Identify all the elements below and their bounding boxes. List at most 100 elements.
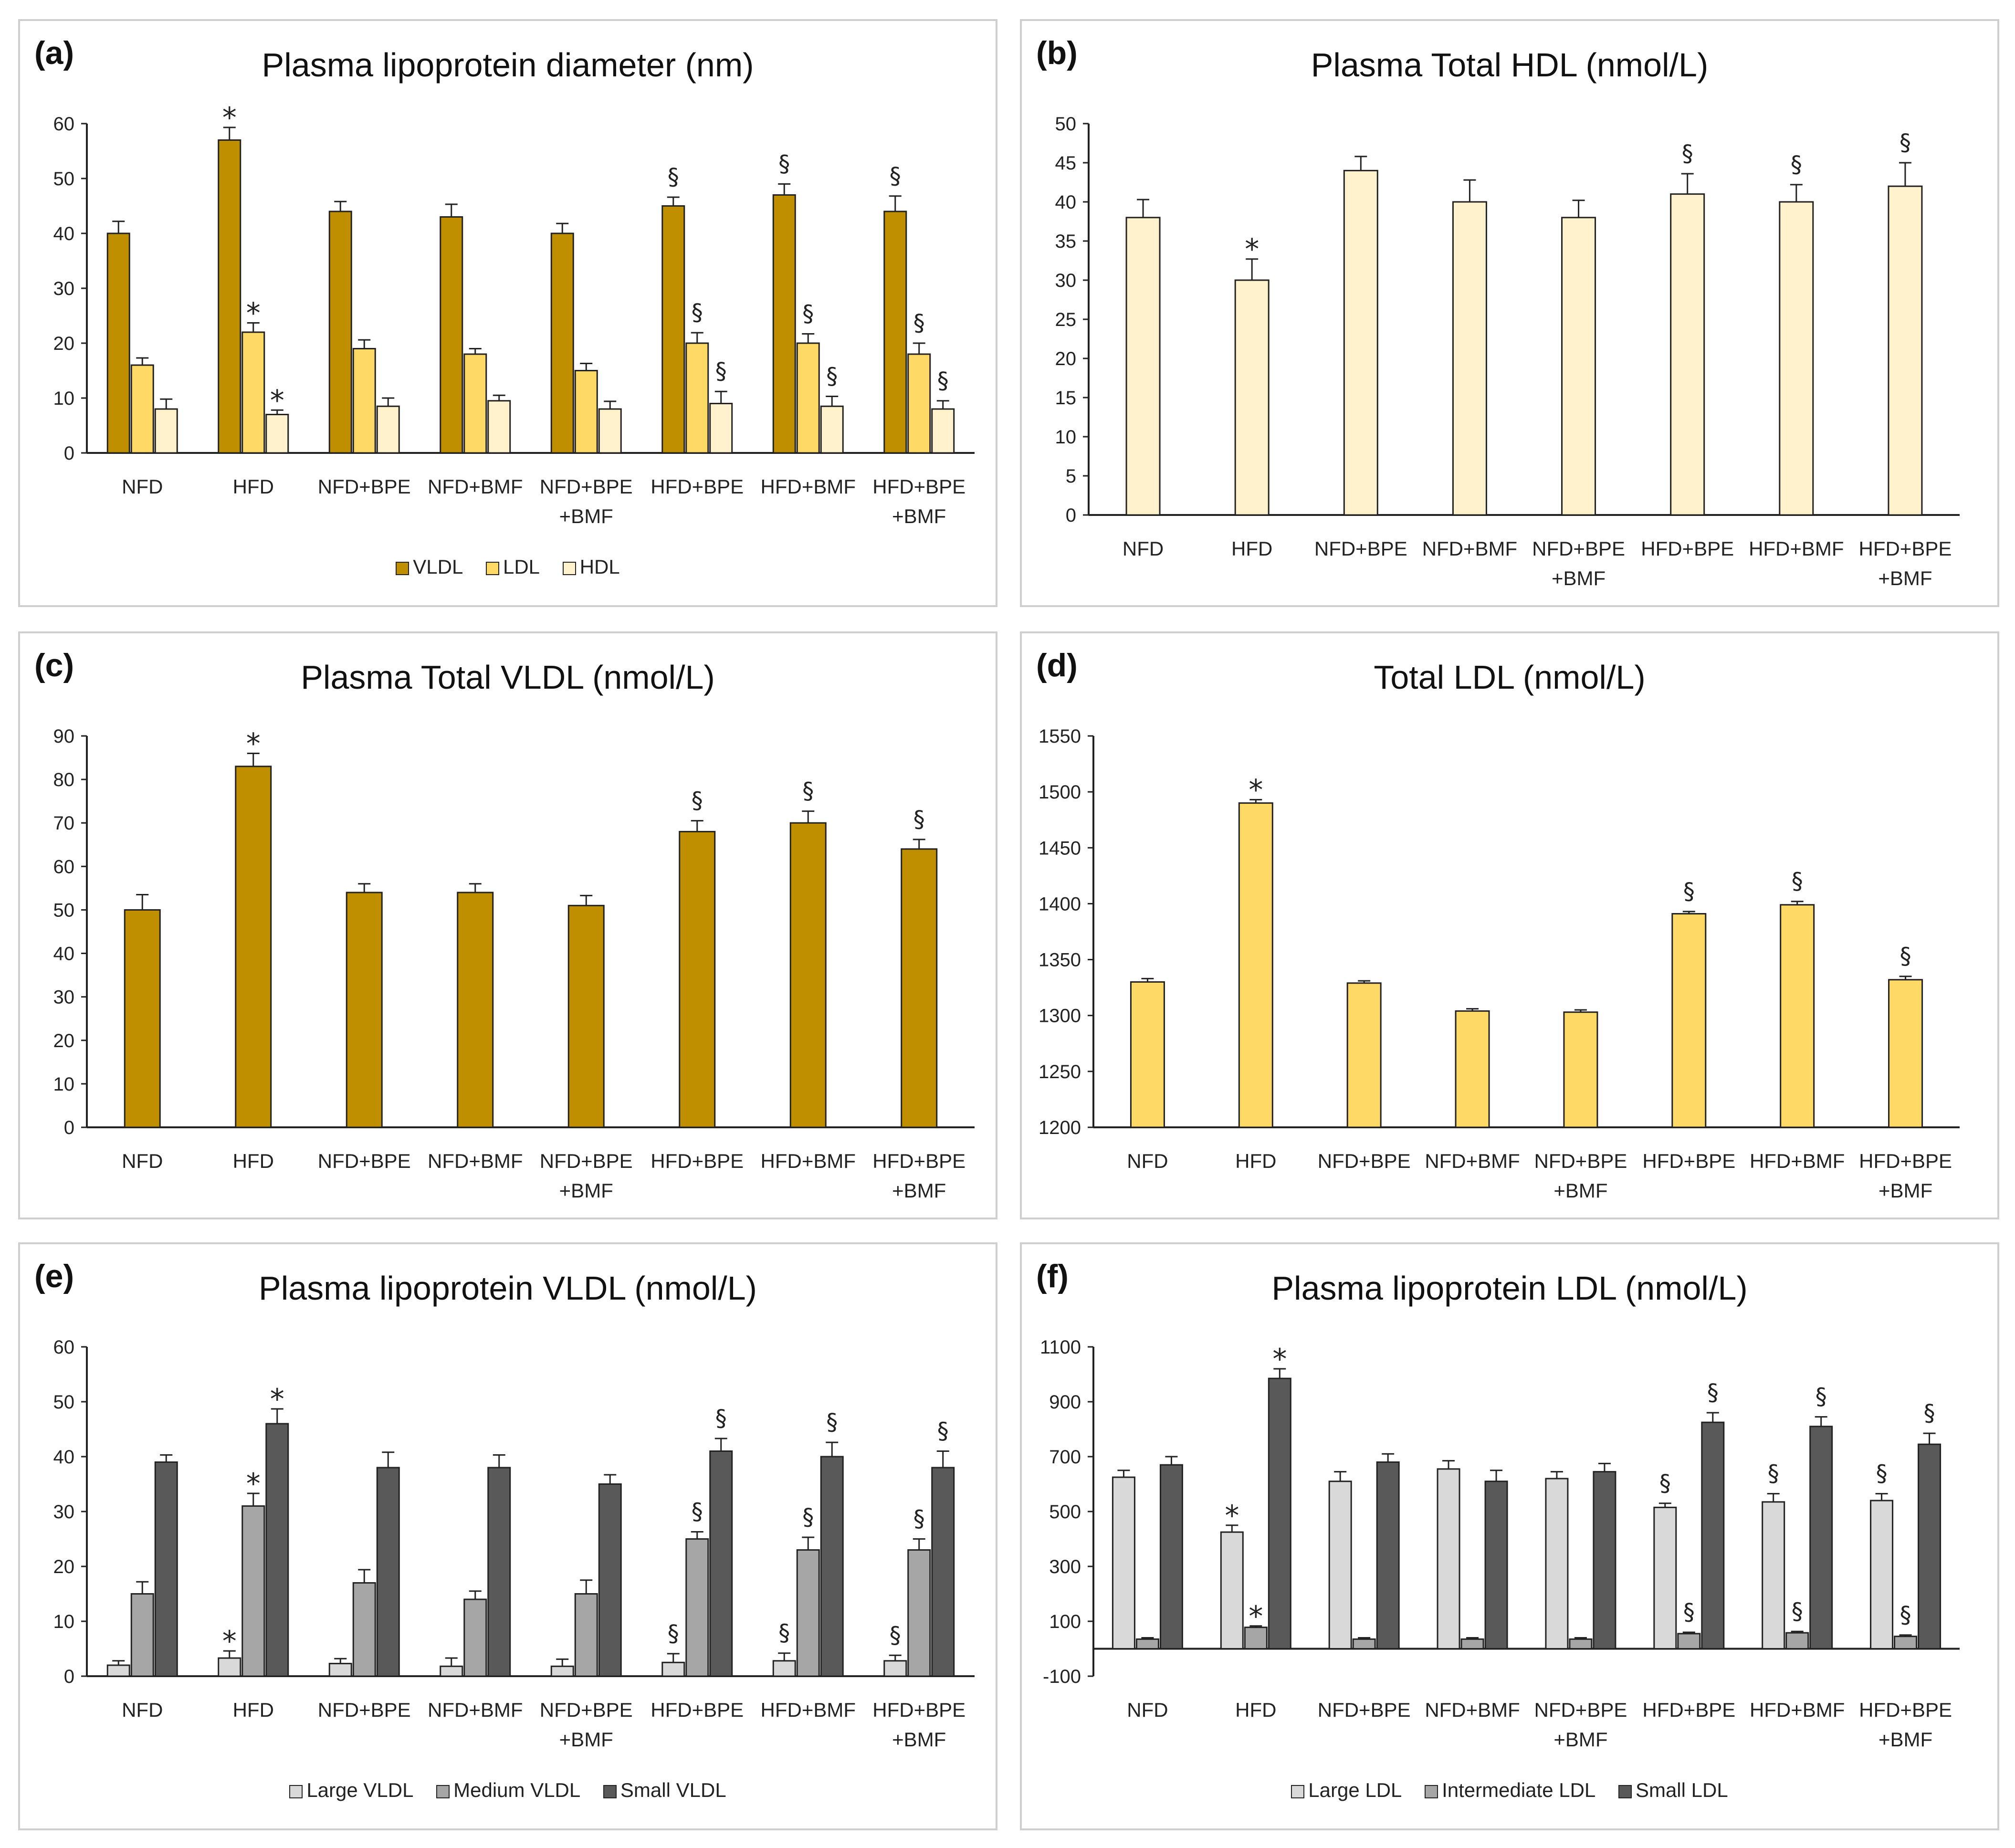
- significance-mark: §: [890, 163, 901, 189]
- bar: [685, 342, 709, 454]
- x-tick-label: HFD+BMF: [1749, 537, 1844, 560]
- significance-mark: *: [270, 1383, 284, 1416]
- bar: [1484, 1480, 1508, 1649]
- significance-mark: §: [1659, 1470, 1671, 1497]
- bar: [1238, 802, 1273, 1128]
- y-tick-label: 1300: [1039, 1006, 1081, 1027]
- x-tick-label: HFD: [233, 475, 274, 498]
- significance-mark: §: [715, 1405, 727, 1432]
- legend-swatch: [289, 1785, 303, 1798]
- bar: [352, 348, 376, 454]
- bar: [328, 210, 352, 454]
- significance-mark: §: [1791, 151, 1802, 178]
- bar: [1125, 217, 1161, 516]
- significance-mark: §: [826, 363, 838, 390]
- bar: [346, 892, 383, 1128]
- y-tick-label: 20: [1055, 348, 1077, 369]
- bar: [883, 1660, 907, 1677]
- bar: [661, 205, 685, 454]
- bar: [574, 1593, 598, 1677]
- x-tick-label: +BMF: [892, 1179, 946, 1202]
- bar: [463, 353, 487, 454]
- bar: [567, 904, 605, 1128]
- significance-mark: §: [1683, 1599, 1695, 1626]
- y-tick-label: 50: [1055, 114, 1077, 135]
- chart-title: Plasma Total VLDL (nmol/L): [301, 659, 715, 696]
- bar: [130, 1593, 154, 1677]
- y-tick-label: 1400: [1039, 893, 1081, 914]
- bar: [328, 1663, 352, 1677]
- x-tick-label: HFD+BMF: [761, 475, 856, 498]
- significance-mark: §: [1768, 1460, 1779, 1487]
- significance-mark: §: [913, 310, 925, 336]
- x-tick-label: +BMF: [1878, 567, 1932, 589]
- panel-c: (c) Plasma Total VLDL (nmol/L) 0 10 20 30 40…: [18, 631, 997, 1219]
- y-tick-label: 1450: [1039, 838, 1081, 859]
- y-tick-label: 40: [53, 223, 75, 244]
- x-tick-label: HFD+BPE: [1858, 537, 1952, 560]
- x-tick-label: +BMF: [1552, 567, 1606, 589]
- x-tick-label: +BMF: [1553, 1728, 1607, 1751]
- x-tick-label: +BMF: [1879, 1179, 1932, 1202]
- y-tick-label: 5: [1066, 466, 1076, 487]
- chart-title: Total LDL (nmol/L): [1374, 659, 1646, 696]
- significance-mark: *: [270, 384, 284, 417]
- significance-mark: §: [1707, 1379, 1719, 1406]
- bar: [574, 370, 598, 454]
- x-tick-label: NFD+BPE: [318, 475, 411, 498]
- bar: [1593, 1471, 1616, 1649]
- chart-title: Plasma lipoprotein diameter (nm): [262, 46, 754, 84]
- significance-mark: *: [1249, 1600, 1263, 1633]
- y-tick-label: 10: [1055, 427, 1077, 448]
- chart-title: Plasma lipoprotein LDL (nmol/L): [1271, 1270, 1748, 1307]
- x-tick-label: HFD: [1231, 537, 1272, 560]
- panel-f: (f) Plasma lipoprotein LDL (nmol/L) -100…: [1020, 1242, 1999, 1830]
- bar: [789, 822, 827, 1128]
- bar: [1352, 1638, 1376, 1649]
- significance-mark: §: [913, 806, 925, 833]
- legend-swatch: [396, 562, 409, 575]
- y-tick-label: 30: [1055, 270, 1077, 291]
- chart-title: Plasma lipoprotein VLDL (nmol/L): [259, 1270, 757, 1307]
- chart-legend: VLDL LDL HDL: [20, 556, 996, 578]
- significance-mark: *: [1245, 233, 1259, 266]
- bar: [1328, 1480, 1352, 1649]
- significance-mark: §: [692, 1499, 703, 1525]
- bar: [1888, 185, 1923, 516]
- significance-mark: §: [1900, 129, 1911, 156]
- x-tick-label: NFD+BPE: [1318, 1150, 1411, 1172]
- x-tick-label: +BMF: [892, 1728, 946, 1751]
- significance-mark: §: [668, 1620, 679, 1647]
- x-tick-label: NFD: [1127, 1699, 1168, 1721]
- x-tick-label: NFD+BPE: [318, 1699, 411, 1721]
- bar: [1894, 1636, 1918, 1649]
- y-tick-label: 0: [64, 1666, 74, 1687]
- y-tick-label: 20: [53, 333, 75, 354]
- bar: [218, 1657, 241, 1677]
- legend-label: Medium VLDL: [453, 1779, 581, 1801]
- bar: [901, 848, 938, 1128]
- significance-mark: §: [1924, 1400, 1935, 1427]
- y-tick-label: 60: [53, 856, 75, 877]
- x-tick-label: HFD+BPE: [872, 475, 966, 498]
- legend-item: Intermediate LDL: [1425, 1779, 1595, 1802]
- legend-item: Medium VLDL: [436, 1779, 580, 1802]
- significance-mark: §: [778, 151, 790, 178]
- bar: [1455, 1010, 1490, 1128]
- y-tick-label: 40: [53, 944, 75, 965]
- bar: [796, 342, 820, 454]
- x-tick-label: HFD+BPE: [1859, 1150, 1952, 1172]
- significance-mark: *: [246, 296, 261, 330]
- x-tick-label: NFD: [1127, 1150, 1168, 1172]
- y-tick-label: 500: [1049, 1502, 1081, 1522]
- significance-mark: §: [692, 788, 703, 814]
- x-tick-label: NFD+BPE: [318, 1150, 411, 1172]
- x-tick-label: HFD+BMF: [761, 1699, 856, 1721]
- significance-mark: §: [1792, 868, 1803, 895]
- y-tick-label: 1100: [1040, 1337, 1081, 1358]
- y-tick-label: 10: [53, 388, 75, 409]
- chart-title: Plasma Total HDL (nmol/L): [1311, 46, 1709, 84]
- y-tick-label: 300: [1049, 1556, 1081, 1577]
- y-tick-label: 10: [53, 1074, 75, 1095]
- x-tick-label: NFD+BPE: [540, 475, 633, 498]
